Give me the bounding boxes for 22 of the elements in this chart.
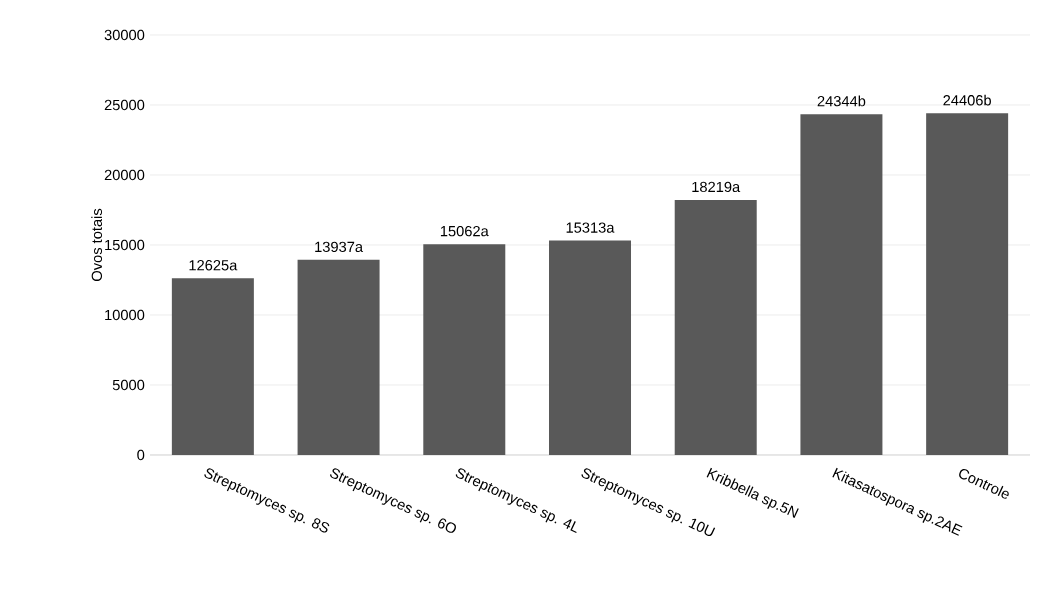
data-label: 15062a [440, 225, 489, 237]
bar [800, 114, 883, 455]
data-label: 13937a [315, 241, 364, 253]
data-label: 24344b [817, 95, 866, 107]
bar [297, 259, 380, 455]
bar [549, 240, 632, 455]
y-tick-label: 20000 [104, 169, 145, 181]
y-tick-label: 5000 [112, 379, 145, 391]
data-label: 12625a [189, 260, 238, 271]
y-tick-label: 10000 [105, 309, 145, 321]
y-axis-title: Ovos totais [91, 208, 103, 281]
bar [171, 278, 254, 455]
data-label: 24406b [943, 94, 991, 106]
bar [423, 244, 506, 455]
y-tick-label: 15000 [105, 239, 145, 251]
data-label: 15313a [566, 222, 615, 233]
bar [926, 113, 1009, 455]
data-label: 18219a [692, 181, 741, 193]
bar [674, 199, 757, 455]
y-tick-label: 0 [137, 449, 145, 461]
y-tick-label: 25000 [104, 99, 145, 111]
y-tick-label: 30000 [104, 29, 145, 41]
